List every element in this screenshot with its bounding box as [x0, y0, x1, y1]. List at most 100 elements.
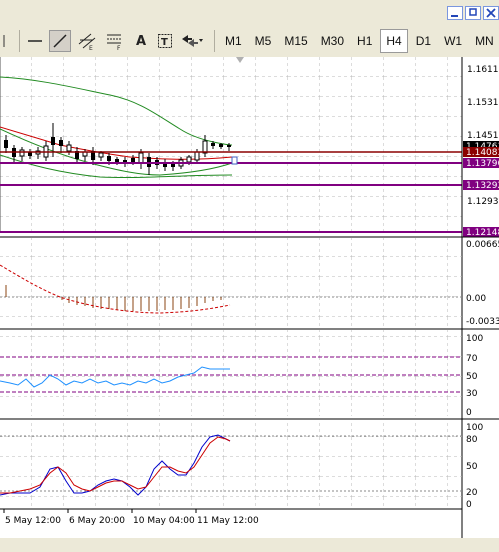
- timeframe-m5[interactable]: M5: [254, 34, 272, 48]
- price-tick: 1.14510: [467, 131, 499, 141]
- price-label: 1.12148: [466, 228, 499, 238]
- candle: [4, 140, 8, 148]
- candle: [138, 152, 144, 164]
- macd-tick: 0.00: [466, 294, 486, 304]
- macd-tick: 0.00665: [466, 240, 499, 250]
- candle: [51, 137, 55, 145]
- price-label-bg: [463, 227, 499, 237]
- trendline-icon: [53, 34, 67, 48]
- timeframe-h4[interactable]: H4: [380, 29, 408, 53]
- timeframe-m1[interactable]: M1: [225, 34, 242, 48]
- macd-tick: -0.00339: [466, 317, 499, 327]
- toolbar-separator: [214, 30, 215, 52]
- toolbar-area: E F A T M1 M5 M15 M30 H1 H4 D1 W1 MN: [0, 0, 499, 57]
- text-label-icon: T: [158, 34, 172, 48]
- time-axis: 5 May 12:00 6 May 20:00 10 May 04:00 11 …: [0, 508, 462, 526]
- chart-window[interactable]: 1.16110 1.15310 1.14510 1.12930 1.14761 …: [0, 57, 499, 538]
- price-tick: 1.15310: [467, 98, 499, 108]
- rsi-tick: 100: [466, 334, 483, 344]
- restore-button[interactable]: [465, 6, 481, 20]
- trendline-tool[interactable]: [49, 30, 71, 52]
- svg-text:E: E: [89, 45, 93, 50]
- candle: [227, 145, 231, 147]
- svg-text:T: T: [161, 37, 168, 48]
- equidistant-channel-tool[interactable]: E: [75, 30, 99, 52]
- crosshair-tool[interactable]: [0, 30, 10, 52]
- minimize-button[interactable]: [447, 6, 463, 20]
- timeframe-h1[interactable]: H1: [357, 34, 373, 48]
- macd-grid: [0, 238, 462, 326]
- candle: [19, 149, 25, 157]
- drawing-toolbar: E F A T M1 M5 M15 M30 H1 H4 D1 W1 MN: [0, 27, 499, 55]
- timeframe-mn[interactable]: MN: [475, 34, 494, 48]
- macd-window[interactable]: 0.00665 0.00 -0.00339: [0, 238, 499, 327]
- stochastic-grid: [0, 420, 462, 508]
- price-tick: 1.16110: [467, 65, 499, 75]
- stoch-tick: 20: [466, 488, 478, 498]
- candle: [28, 152, 32, 156]
- rsi-window[interactable]: 100 70 50 30 0: [0, 330, 483, 418]
- price-tick: 1.12930: [467, 197, 499, 207]
- price-label: 1.13292: [466, 181, 499, 191]
- candle: [171, 163, 175, 167]
- timeframe-w1[interactable]: W1: [444, 34, 463, 48]
- price-label-bg: [463, 141, 499, 151]
- rsi-tick: 30: [466, 389, 478, 399]
- bottom-bar: [0, 538, 499, 552]
- timeframe-d1[interactable]: D1: [415, 34, 432, 48]
- price-label-bg: [463, 158, 499, 168]
- window-buttons: [447, 6, 499, 20]
- close-button[interactable]: [483, 6, 499, 20]
- price-window[interactable]: [0, 57, 462, 233]
- price-label-bg: [463, 147, 499, 157]
- bollinger-upper: [0, 76, 233, 146]
- candle: [202, 140, 208, 154]
- time-label: 10 May 04:00: [133, 516, 195, 526]
- restore-icon: [469, 8, 477, 16]
- candle: [115, 159, 119, 163]
- candle: [211, 143, 215, 146]
- arrows-icon: [182, 35, 203, 47]
- macd-signal-line: [0, 264, 231, 314]
- stoch-tick: 80: [466, 435, 478, 445]
- stoch-tick: 100: [466, 423, 483, 433]
- rsi-line: [0, 366, 230, 388]
- horizontal-line-icon: [28, 40, 42, 42]
- horizontal-line-tool[interactable]: [25, 30, 45, 52]
- toolbar-separator: [19, 30, 20, 52]
- price-label: 1.14083: [466, 148, 499, 158]
- channel-icon: E: [78, 33, 96, 50]
- time-label: 11 May 12:00: [197, 516, 259, 526]
- candle: [59, 140, 63, 146]
- candle: [107, 156, 111, 161]
- candle: [163, 162, 167, 167]
- candle: [219, 144, 223, 147]
- time-label: 5 May 12:00: [5, 516, 61, 526]
- crosshair-icon: [3, 35, 5, 47]
- price-label-bg: [463, 180, 499, 190]
- svg-text:F: F: [117, 45, 121, 50]
- timeframe-m15[interactable]: M15: [284, 34, 308, 48]
- candle: [98, 152, 104, 158]
- candle: [131, 158, 135, 162]
- stoch-tick: 50: [466, 462, 478, 472]
- text-tool[interactable]: A: [135, 33, 147, 49]
- rsi-grid: [0, 330, 462, 416]
- close-icon: [486, 8, 496, 18]
- stochastic-window[interactable]: 100 80 50 20 0: [0, 420, 483, 510]
- candle: [186, 156, 192, 163]
- candle: [66, 144, 72, 152]
- fibonacci-tool[interactable]: F: [103, 30, 127, 52]
- candles: [4, 123, 231, 175]
- candle: [91, 151, 95, 160]
- chart-canvas[interactable]: 1.16110 1.15310 1.14510 1.12930 1.14761 …: [0, 57, 499, 538]
- arrows-tool[interactable]: [179, 30, 205, 52]
- chart-shift-marker[interactable]: [236, 57, 244, 63]
- rsi-tick: 70: [466, 354, 478, 364]
- minimize-icon: [451, 15, 458, 17]
- text-label-tool[interactable]: T: [155, 30, 175, 52]
- rsi-tick: 0: [466, 408, 472, 418]
- timeframe-m30[interactable]: M30: [320, 34, 345, 48]
- rsi-tick: 50: [466, 372, 478, 382]
- fibonacci-icon: F: [107, 34, 121, 50]
